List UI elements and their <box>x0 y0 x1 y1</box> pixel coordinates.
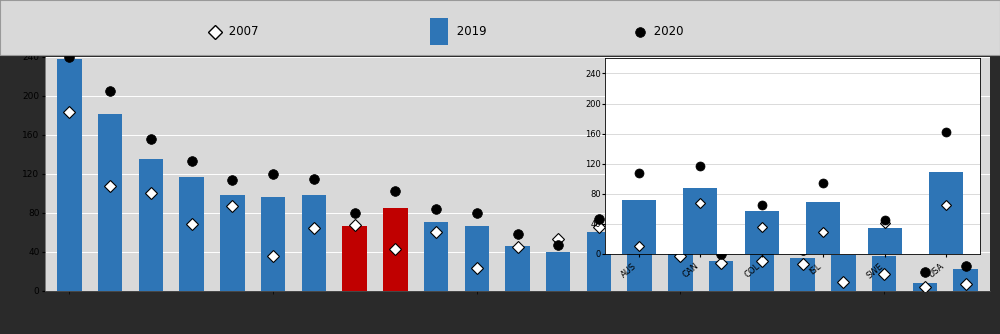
Bar <box>587 232 611 291</box>
Bar <box>179 177 204 291</box>
Bar <box>750 244 774 291</box>
Text: 2019: 2019 <box>453 25 487 38</box>
Bar <box>302 195 326 291</box>
Bar <box>913 283 937 291</box>
Bar <box>220 195 245 291</box>
Bar <box>627 243 652 291</box>
Bar <box>709 261 733 291</box>
Text: 2020: 2020 <box>650 25 684 38</box>
Bar <box>868 227 902 254</box>
Bar <box>139 159 163 291</box>
Bar <box>383 208 408 291</box>
Bar <box>546 252 570 291</box>
Bar <box>929 172 963 254</box>
Bar <box>953 269 978 291</box>
Bar <box>683 188 717 254</box>
Bar <box>342 226 367 291</box>
Bar <box>430 18 448 45</box>
Bar <box>505 246 530 291</box>
Bar <box>622 200 656 254</box>
Bar <box>57 59 82 291</box>
Bar <box>745 211 779 254</box>
Bar <box>98 114 122 291</box>
Bar <box>872 256 896 291</box>
Bar <box>465 226 489 291</box>
FancyBboxPatch shape <box>0 0 1000 55</box>
Bar <box>424 222 448 291</box>
Bar <box>831 255 856 291</box>
Bar <box>790 259 815 291</box>
Text: 2007: 2007 <box>225 25 258 38</box>
Bar <box>261 197 285 291</box>
Bar <box>668 233 693 291</box>
Bar <box>806 202 840 254</box>
